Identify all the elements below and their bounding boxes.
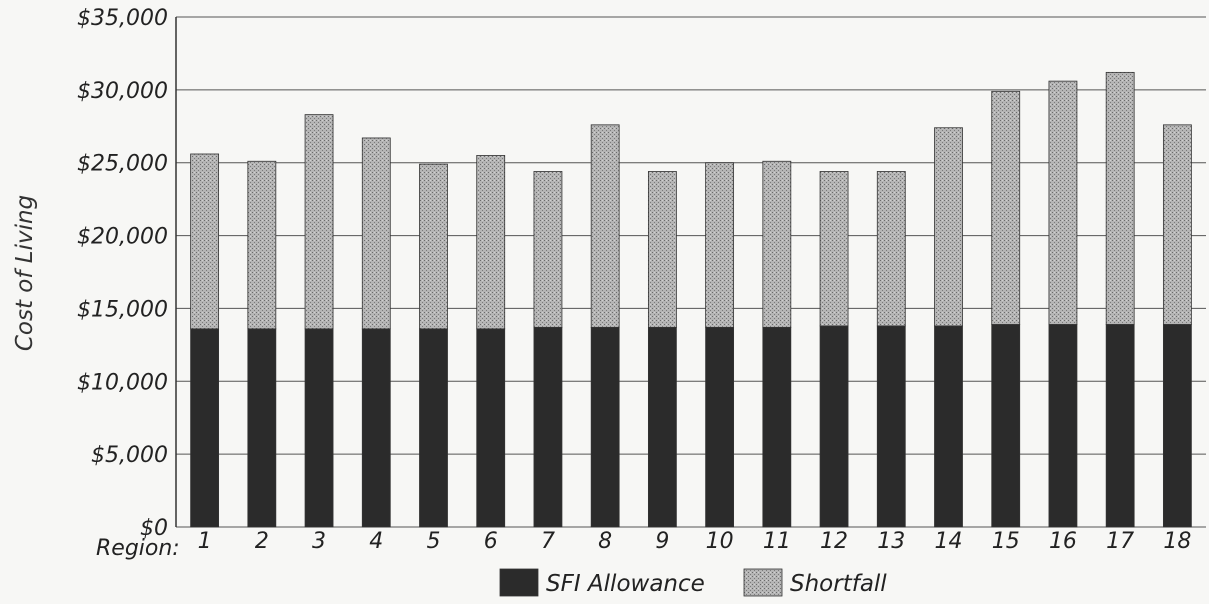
x-tick-label: 13 <box>877 529 905 554</box>
bar-segment-shortfall <box>476 155 506 330</box>
x-tick-label: 3 <box>312 529 326 554</box>
y-tick-label: $30,000 <box>77 79 168 104</box>
y-axis-ticks: $0 $5,000 $10,000 $15,000 $20,000 $25,000 $30,… <box>77 6 168 541</box>
bar-segment-shortfall <box>419 163 448 330</box>
bar-segment-sfi-allowance <box>934 325 963 528</box>
x-axis-prefix-label: Region: <box>96 536 180 561</box>
legend-label-sfi-allowance: SFI Allowance <box>546 571 705 597</box>
bar-segment-sfi-allowance <box>1162 324 1192 528</box>
bar-segment-sfi-allowance <box>247 328 277 528</box>
legend-label-shortfall: Shortfall <box>790 571 887 597</box>
x-tick-label: 5 <box>427 529 441 554</box>
bar-segment-sfi-allowance <box>533 326 563 528</box>
bar-segment-shortfall <box>876 171 906 327</box>
bar-segment-shortfall <box>705 162 735 328</box>
bar-segment-sfi-allowance <box>304 328 334 528</box>
y-axis-title: Cost of Living <box>12 195 38 351</box>
x-axis-ticks: 1 2 3 4 5 6 7 8 9 10 11 12 13 14 15 16 17 18 <box>198 529 1192 554</box>
bar-segment-shortfall <box>819 171 849 327</box>
bar-segment-shortfall <box>1105 71 1135 325</box>
bar-segment-sfi-allowance <box>762 326 792 528</box>
bar-segment-sfi-allowance <box>590 326 620 528</box>
x-tick-label: 15 <box>992 529 1020 554</box>
bar-segment-shortfall <box>190 153 220 330</box>
x-tick-label: 2 <box>255 529 269 554</box>
legend-swatch-shortfall <box>743 568 783 597</box>
x-tick-label: 16 <box>1049 529 1077 554</box>
x-tick-label: 12 <box>820 529 848 554</box>
bar-segment-shortfall <box>991 90 1021 325</box>
legend: SFI Allowance Shortfall <box>499 568 887 597</box>
bar-segment-sfi-allowance <box>876 325 906 528</box>
bar-segment-sfi-allowance <box>705 326 735 528</box>
x-tick-label: 1 <box>198 529 212 554</box>
grid-lines <box>176 16 1206 528</box>
bar-segment-shortfall <box>304 114 334 330</box>
x-tick-label: 8 <box>598 529 612 554</box>
bar-segment-shortfall <box>590 124 620 328</box>
bar-segment-sfi-allowance <box>819 325 849 528</box>
x-tick-label: 11 <box>763 529 791 554</box>
x-tick-label: 6 <box>484 529 498 554</box>
bar-segment-shortfall <box>934 127 963 327</box>
y-tick-label: $5,000 <box>91 443 168 468</box>
y-tick-label: $10,000 <box>77 370 168 395</box>
x-tick-label: 14 <box>935 529 963 554</box>
bar-segment-shortfall <box>762 160 792 328</box>
y-tick-label: $0 <box>140 516 168 541</box>
y-tick-label: $25,000 <box>77 152 168 177</box>
x-tick-label: 17 <box>1106 529 1134 554</box>
bar-segment-sfi-allowance <box>361 328 391 528</box>
bar-segment-shortfall <box>361 137 391 330</box>
legend-swatch-sfi-allowance <box>499 568 539 597</box>
x-tick-label: 18 <box>1163 529 1191 554</box>
y-tick-label: $35,000 <box>77 6 168 31</box>
bar-segment-shortfall <box>647 171 677 328</box>
bar-segment-shortfall <box>1048 80 1078 325</box>
bar-segment-sfi-allowance <box>419 328 448 528</box>
bar-segment-sfi-allowance <box>190 328 220 528</box>
bar-segment-shortfall <box>247 160 277 330</box>
x-tick-label: 4 <box>369 529 383 554</box>
bar-segment-shortfall <box>533 171 563 328</box>
bar-segment-sfi-allowance <box>647 326 677 528</box>
y-tick-label: $15,000 <box>77 297 168 322</box>
x-tick-label: 10 <box>706 529 734 554</box>
bar-segment-sfi-allowance <box>1105 324 1135 528</box>
x-tick-label: 7 <box>541 529 555 554</box>
bar-segment-sfi-allowance <box>1048 324 1078 528</box>
bars <box>190 71 1192 528</box>
bar-segment-sfi-allowance <box>476 328 506 528</box>
y-tick-label: $20,000 <box>77 225 168 250</box>
bar-segment-sfi-allowance <box>991 324 1021 528</box>
bar-segment-shortfall <box>1162 124 1192 325</box>
x-tick-label: 9 <box>655 529 669 554</box>
